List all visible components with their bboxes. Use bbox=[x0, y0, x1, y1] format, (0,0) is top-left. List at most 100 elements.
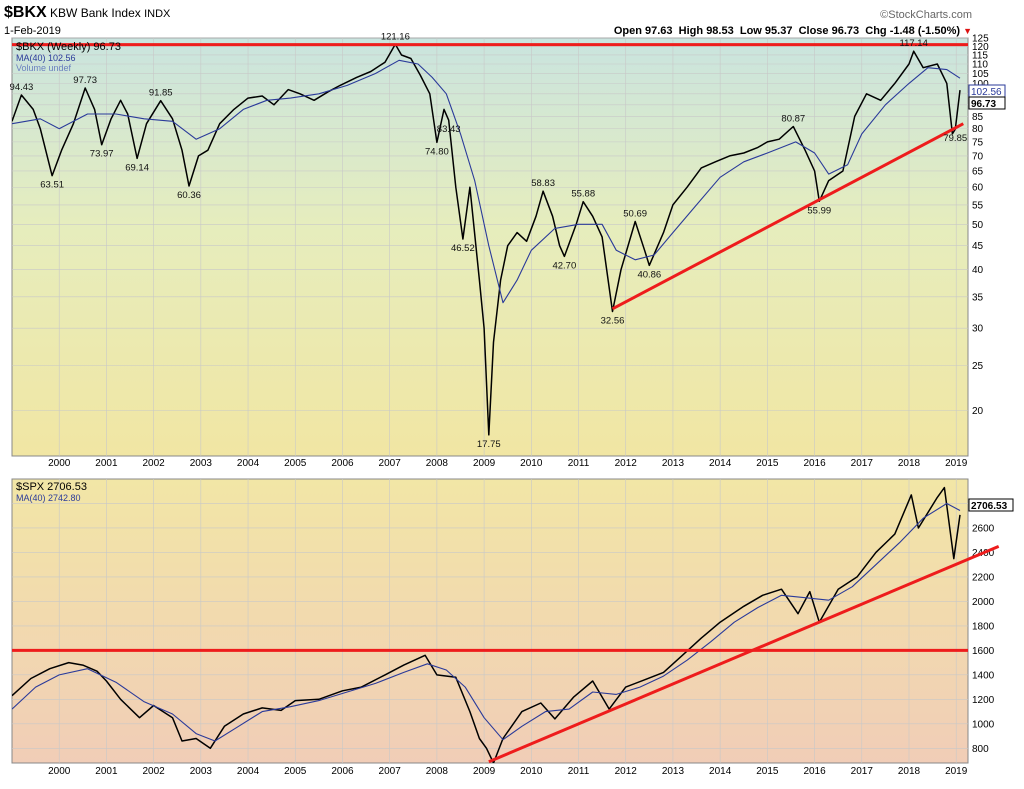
bkx-y-tick-label: 125 bbox=[972, 34, 989, 45]
bkx-data-label: 121.16 bbox=[381, 31, 410, 42]
spx-x-tick-label: 2008 bbox=[426, 766, 449, 777]
bkx-y-tick-label: 35 bbox=[972, 292, 984, 303]
bkx-x-tick-label: 2019 bbox=[945, 458, 968, 469]
bkx-y-tick-label: 115 bbox=[972, 50, 988, 61]
spx-y-tick-label: 1200 bbox=[972, 695, 995, 706]
spx-price-last-box bbox=[968, 498, 1014, 512]
spx-x-tick-label: 2000 bbox=[48, 766, 71, 777]
symbol: $BKX bbox=[4, 4, 47, 21]
bkx-x-tick-label: 2016 bbox=[803, 458, 826, 469]
bkx-y-tick-label: 105 bbox=[972, 69, 989, 80]
bkx-y-tick-label: 75 bbox=[972, 137, 984, 148]
spx-rising-trendline bbox=[488, 544, 1000, 764]
bkx-data-label: 60.36 bbox=[177, 190, 201, 201]
close-label: Close bbox=[798, 25, 829, 37]
bkx-ma-line bbox=[12, 59, 961, 304]
bkx-data-label: 50.69 bbox=[623, 209, 647, 220]
spx-y-tick-label: 2600 bbox=[972, 523, 995, 534]
bkx-x-tick-label: 2005 bbox=[284, 458, 307, 469]
bkx-x-tick-label: 2006 bbox=[331, 458, 354, 469]
spx-x-tick-label: 2006 bbox=[331, 766, 354, 777]
spx-panel-background bbox=[11, 478, 969, 764]
spx-price-line bbox=[12, 486, 961, 763]
bkx-data-label: 40.86 bbox=[637, 269, 661, 280]
spx-legend-price: $SPX 2706.53 bbox=[16, 481, 87, 493]
low-value: 95.37 bbox=[764, 25, 793, 37]
bkx-y-tick-label: 60 bbox=[972, 183, 984, 194]
bkx-y-tick-label: 45 bbox=[972, 241, 984, 252]
spx-x-tick-label: 2018 bbox=[898, 766, 921, 777]
open-label: Open bbox=[613, 25, 642, 37]
spx-x-tick-label: 2017 bbox=[851, 766, 874, 777]
bkx-y-tick-label: 70 bbox=[972, 151, 984, 162]
bkx-price-last-box bbox=[968, 96, 1006, 110]
bkx-x-tick-label: 2010 bbox=[520, 458, 543, 469]
spx-x-tick-label: 2009 bbox=[473, 766, 496, 777]
spx-y-tick-label: 1800 bbox=[972, 621, 995, 632]
down-arrow-icon: ▼ bbox=[963, 26, 972, 36]
bkx-data-label: 17.75 bbox=[477, 439, 501, 450]
change-value: -1.48 (-1.50%) bbox=[889, 25, 961, 37]
bkx-y-tick-label: 30 bbox=[972, 324, 984, 335]
bkx-data-label: 97.73 bbox=[73, 75, 97, 86]
bkx-y-tick-label: 85 bbox=[972, 112, 984, 123]
ohlc-summary: Open 97.63 High 98.53 Low 95.37 Close 96… bbox=[614, 24, 972, 38]
bkx-x-tick-label: 2001 bbox=[95, 458, 118, 469]
spx-x-tick-label: 2002 bbox=[143, 766, 166, 777]
bkx-y-tick-label: 55 bbox=[972, 200, 984, 211]
bkx-x-tick-label: 2003 bbox=[190, 458, 213, 469]
bkx-data-label: 79.85 bbox=[943, 133, 967, 144]
high-label: High bbox=[678, 25, 704, 37]
bkx-y-tick-label: 80 bbox=[972, 124, 984, 135]
spx-x-tick-label: 2016 bbox=[803, 766, 826, 777]
spx-x-tick-label: 2005 bbox=[284, 766, 307, 777]
spx-x-tick-label: 2007 bbox=[379, 766, 402, 777]
bkx-x-tick-label: 2008 bbox=[426, 458, 449, 469]
bkx-legend-volume: Volume undef bbox=[16, 63, 72, 73]
bkx-data-label: 83.43 bbox=[437, 124, 461, 135]
bkx-x-tick-label: 2013 bbox=[662, 458, 685, 469]
bkx-data-label: 74.80 bbox=[425, 146, 449, 157]
bkx-x-tick-label: 2007 bbox=[379, 458, 402, 469]
bkx-data-label: 46.52 bbox=[451, 243, 475, 254]
bkx-y-tick-label: 25 bbox=[972, 361, 984, 372]
bkx-x-tick-label: 2009 bbox=[473, 458, 496, 469]
bkx-x-tick-label: 2012 bbox=[615, 458, 638, 469]
change-label: Chg bbox=[865, 25, 887, 37]
bkx-legend-ma: MA(40) 102.56 bbox=[16, 53, 76, 63]
spx-x-tick-label: 2014 bbox=[709, 766, 732, 777]
spx-price-last-value: 2706.53 bbox=[971, 501, 1008, 512]
bkx-price-line bbox=[12, 43, 961, 436]
exchange: INDX bbox=[144, 8, 171, 20]
spx-y-tick-label: 1600 bbox=[972, 646, 995, 657]
bkx-data-label: 32.56 bbox=[601, 316, 625, 327]
spx-x-tick-label: 2010 bbox=[520, 766, 543, 777]
bkx-data-label: 42.70 bbox=[552, 260, 576, 271]
bkx-price-last-value: 96.73 bbox=[971, 99, 996, 110]
bkx-data-label: 91.85 bbox=[149, 88, 173, 99]
bkx-data-label: 73.97 bbox=[90, 149, 114, 160]
index-name: KBW Bank Index bbox=[50, 6, 141, 20]
bkx-x-tick-label: 2017 bbox=[851, 458, 874, 469]
open-value: 97.63 bbox=[645, 25, 673, 37]
bkx-x-tick-label: 2014 bbox=[709, 458, 732, 469]
bkx-legend-price: $BKX (Weekly) 96.73 bbox=[16, 41, 121, 53]
spx-legend-ma: MA(40) 2742.80 bbox=[16, 493, 81, 503]
spx-x-tick-label: 2011 bbox=[568, 766, 590, 777]
spx-y-tick-label: 800 bbox=[972, 744, 989, 755]
source-credit: ©StockCharts.com bbox=[880, 9, 972, 21]
bkx-y-tick-label: 65 bbox=[972, 166, 984, 177]
low-label: Low bbox=[739, 25, 762, 37]
bkx-ma-last-value: 102.56 bbox=[971, 87, 1002, 98]
bkx-data-label: 55.99 bbox=[807, 205, 831, 216]
bkx-data-label: 58.83 bbox=[531, 178, 555, 189]
bkx-x-tick-label: 2004 bbox=[237, 458, 260, 469]
spx-ma-line bbox=[12, 502, 961, 742]
bkx-y-tick-label: 100 bbox=[972, 79, 989, 90]
spx-x-tick-label: 2004 bbox=[237, 766, 260, 777]
bkx-data-label: 80.87 bbox=[781, 114, 805, 125]
bkx-y-tick-label: 20 bbox=[972, 406, 984, 417]
spx-x-tick-label: 2013 bbox=[662, 766, 685, 777]
bkx-data-label: 69.14 bbox=[125, 162, 149, 173]
